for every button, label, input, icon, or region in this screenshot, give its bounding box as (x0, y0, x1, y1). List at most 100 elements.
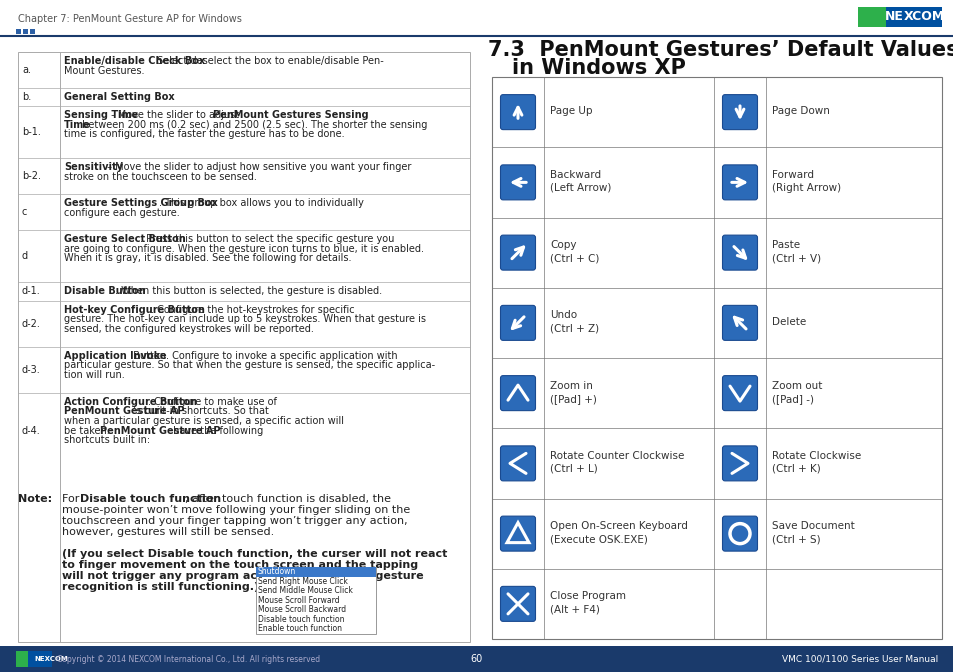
Text: Zoom in
([Pad] +): Zoom in ([Pad] +) (550, 380, 597, 404)
Text: Open On-Screen Keyboard
(Execute OSK.EXE): Open On-Screen Keyboard (Execute OSK.EXE… (550, 521, 687, 544)
Text: however, gestures will still be sensed.: however, gestures will still be sensed. (62, 527, 274, 537)
Text: . Press this button to select the specific gesture you: . Press this button to select the specif… (140, 234, 395, 244)
Text: Page Down: Page Down (771, 106, 829, 116)
Text: Delete: Delete (771, 317, 805, 327)
Text: gesture. The hot-key can include up to 5 keystrokes. When that gesture is: gesture. The hot-key can include up to 5… (64, 314, 426, 325)
Text: PenMount Gestures Sensing: PenMount Gestures Sensing (213, 110, 369, 120)
FancyBboxPatch shape (500, 376, 535, 411)
FancyBboxPatch shape (721, 376, 757, 411)
FancyBboxPatch shape (28, 651, 52, 667)
Text: have the following: have the following (170, 425, 262, 435)
Text: Gesture Select Button: Gesture Select Button (64, 234, 186, 244)
FancyBboxPatch shape (23, 29, 28, 34)
Text: Page Up: Page Up (550, 106, 592, 116)
Text: , after touch function is disabled, the: , after touch function is disabled, the (185, 494, 391, 504)
Text: a.: a. (22, 65, 30, 75)
Text: Enable/disable Check Box: Enable/disable Check Box (64, 56, 205, 66)
Text: Chapter 7: PenMount Gesture AP for Windows: Chapter 7: PenMount Gesture AP for Windo… (18, 14, 242, 24)
Text: NE: NE (884, 11, 903, 24)
Text: VMC 100/1100 Series User Manual: VMC 100/1100 Series User Manual (781, 655, 937, 663)
FancyBboxPatch shape (30, 29, 35, 34)
Text: Send Right Mouse Click: Send Right Mouse Click (257, 577, 348, 586)
FancyBboxPatch shape (500, 305, 535, 341)
FancyBboxPatch shape (500, 165, 535, 200)
Text: Mount Gestures.: Mount Gestures. (64, 65, 144, 75)
Text: Time: Time (64, 120, 91, 130)
Text: Copy
(Ctrl + C): Copy (Ctrl + C) (550, 240, 598, 263)
Text: shortcuts built in:: shortcuts built in: (64, 435, 150, 445)
Text: Application Invoke: Application Invoke (64, 351, 167, 361)
FancyBboxPatch shape (721, 95, 757, 130)
Text: Forward
(Right Arrow): Forward (Right Arrow) (771, 170, 841, 193)
FancyBboxPatch shape (492, 77, 941, 639)
FancyBboxPatch shape (500, 95, 535, 130)
Text: stroke on the touchsceen to be sensed.: stroke on the touchsceen to be sensed. (64, 171, 256, 181)
Text: Enable touch function: Enable touch function (257, 624, 341, 633)
Text: recognition is still functioning.): recognition is still functioning.) (62, 582, 259, 592)
Text: ’s built-in shortcuts. So that: ’s built-in shortcuts. So that (133, 407, 269, 417)
Text: are going to configure. When the gesture icon turns to blue, it is enabled.: are going to configure. When the gesture… (64, 243, 423, 253)
Text: Sensitivity: Sensitivity (64, 162, 123, 172)
Text: PenMount Gesture AP: PenMount Gesture AP (100, 425, 221, 435)
Text: b-1.: b-1. (22, 127, 41, 137)
Text: d: d (22, 251, 28, 261)
Text: between 200 ms (0.2 sec) and 2500 (2.5 sec). The shorter the sensing: between 200 ms (0.2 sec) and 2500 (2.5 s… (78, 120, 427, 130)
Text: 7.3  PenMount Gestures’ Default Values: 7.3 PenMount Gestures’ Default Values (488, 40, 953, 60)
Text: Paste
(Ctrl + V): Paste (Ctrl + V) (771, 240, 821, 263)
Text: Rotate Counter Clockwise
(Ctrl + L): Rotate Counter Clockwise (Ctrl + L) (550, 451, 683, 474)
FancyBboxPatch shape (721, 235, 757, 270)
FancyBboxPatch shape (885, 7, 941, 27)
Text: Disable touch function: Disable touch function (257, 615, 344, 624)
FancyBboxPatch shape (721, 305, 757, 341)
Text: b-2.: b-2. (22, 171, 41, 181)
Text: Disable Button: Disable Button (64, 286, 146, 296)
Text: NEXCOM: NEXCOM (34, 656, 68, 662)
FancyBboxPatch shape (18, 52, 470, 642)
Text: in Windows XP: in Windows XP (512, 58, 685, 78)
Text: d-4.: d-4. (22, 425, 41, 435)
Text: Note:: Note: (18, 494, 52, 504)
FancyBboxPatch shape (500, 516, 535, 551)
FancyBboxPatch shape (721, 446, 757, 481)
FancyBboxPatch shape (255, 567, 375, 577)
FancyBboxPatch shape (500, 235, 535, 270)
Text: Mouse Scroll Forward: Mouse Scroll Forward (257, 596, 339, 605)
Text: will not trigger any program action. However, the gesture: will not trigger any program action. How… (62, 571, 423, 581)
Text: For: For (62, 494, 83, 504)
Text: Shutdown: Shutdown (257, 567, 296, 577)
Text: sensed, the configured keystrokes will be reported.: sensed, the configured keystrokes will b… (64, 324, 314, 334)
Text: Close Program
(Alt + F4): Close Program (Alt + F4) (550, 591, 625, 614)
FancyBboxPatch shape (16, 651, 52, 667)
Text: . This group box allows you to individually: . This group box allows you to individua… (158, 198, 363, 208)
Text: d-3.: d-3. (22, 365, 41, 375)
FancyBboxPatch shape (0, 646, 953, 672)
Text: PenMount Gesture AP: PenMount Gesture AP (64, 407, 184, 417)
Text: be taken.: be taken. (64, 425, 112, 435)
Text: - Move the slider to adjust: - Move the slider to adjust (108, 110, 242, 120)
Text: d-2.: d-2. (22, 319, 41, 329)
Text: Action Configure Button: Action Configure Button (64, 397, 197, 407)
FancyBboxPatch shape (500, 446, 535, 481)
Text: tion will run.: tion will run. (64, 370, 125, 380)
FancyBboxPatch shape (255, 567, 375, 634)
Text: particular gesture. So that when the gesture is sensed, the specific applica-: particular gesture. So that when the ges… (64, 360, 435, 370)
Text: when a particular gesture is sensed, a specific action will: when a particular gesture is sensed, a s… (64, 416, 344, 426)
Text: – Move the slider to adjust how sensitive you want your finger: – Move the slider to adjust how sensitiv… (104, 162, 411, 172)
FancyBboxPatch shape (500, 587, 535, 622)
Text: When it is gray, it is disabled. See the following for details.: When it is gray, it is disabled. See the… (64, 253, 351, 263)
Text: Undo
(Ctrl + Z): Undo (Ctrl + Z) (550, 310, 598, 333)
Text: Zoom out
([Pad] -): Zoom out ([Pad] -) (771, 380, 821, 404)
Text: Save Document
(Ctrl + S): Save Document (Ctrl + S) (771, 521, 854, 544)
FancyBboxPatch shape (857, 7, 941, 27)
Text: d-1.: d-1. (22, 286, 41, 296)
Text: XCOM: XCOM (903, 11, 944, 24)
FancyBboxPatch shape (721, 516, 757, 551)
Text: Backward
(Left Arrow): Backward (Left Arrow) (550, 170, 611, 193)
Text: b.: b. (22, 92, 31, 102)
FancyBboxPatch shape (721, 165, 757, 200)
Text: . Select/deselect the box to enable/disable Pen-: . Select/deselect the box to enable/disa… (152, 56, 384, 66)
Text: (If you select Disable touch function, the curser will not react: (If you select Disable touch function, t… (62, 549, 447, 559)
Text: Copyright © 2014 NEXCOM International Co., Ltd. All rights reserved: Copyright © 2014 NEXCOM International Co… (57, 655, 320, 663)
Text: c: c (22, 207, 28, 217)
Text: Disable touch function: Disable touch function (80, 494, 221, 504)
